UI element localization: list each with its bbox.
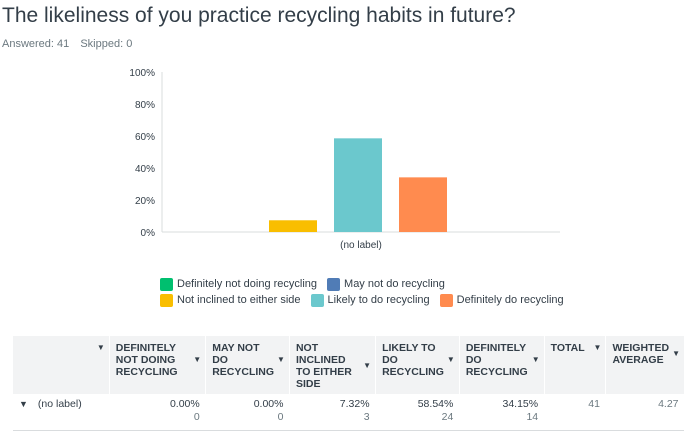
bar-4 (399, 177, 447, 232)
caret-down-icon: ▼ (96, 343, 105, 352)
bar-2 (269, 220, 317, 232)
cell-not-inclined: 7.32% 3 (289, 394, 376, 431)
y-tick-label: 0% (141, 228, 156, 239)
response-summary: Answered: 41 Skipped: 0 (2, 38, 132, 50)
legend-label: May not do recycling (344, 278, 445, 290)
skipped-count: Skipped: 0 (80, 38, 133, 50)
legend-row: Not inclined to either side Likely to do… (160, 292, 574, 308)
cell-definitely-not: 0.00% 0 (109, 394, 206, 431)
cell-total: 41 (544, 394, 606, 431)
y-tick-label: 100% (129, 68, 155, 79)
legend-swatch (327, 277, 341, 291)
answered-count: Answered: 41 (2, 38, 70, 50)
legend-row: Definitely not doing recycling May not d… (160, 276, 574, 292)
bar-chart: 100% 80% 60% 40% 20% 0% (no label) (129, 68, 560, 251)
legend-swatch (160, 293, 173, 307)
y-tick-label: 80% (135, 100, 155, 111)
y-tick-label: 60% (135, 132, 155, 143)
header-total[interactable]: TOTAL ▼ (544, 336, 607, 394)
cell-may-not: 0.00% 0 (205, 394, 290, 431)
header-may-not[interactable]: MAY NOT DO RECYCLING ▼ (205, 336, 290, 394)
row-label-cell[interactable]: ▼ (no label) (13, 394, 110, 431)
legend-label: Likely to do recycling (327, 294, 430, 306)
caret-down-icon: ▼ (446, 355, 455, 364)
row-label: (no label) (37, 398, 82, 410)
header-not-inclined[interactable]: NOT INCLINED TO EITHER SIDE ▼ (289, 336, 377, 394)
caret-down-icon: ▼ (531, 355, 540, 364)
legend-item-not-inclined: Not inclined to either side (160, 293, 301, 307)
caret-down-icon: ▼ (277, 355, 285, 364)
header-definitely-do[interactable]: DEFINITELY DO RECYCLING ▼ (459, 336, 545, 394)
legend-item-likely: Likely to do recycling (310, 293, 430, 307)
cell-likely: 58.54% 24 (375, 394, 460, 431)
legend-swatch (160, 277, 173, 291)
y-tick-label: 20% (135, 196, 155, 207)
legend-label: Not inclined to either side (177, 294, 301, 306)
y-tick-label: 40% (135, 164, 155, 175)
legend-item-may-not: May not do recycling (327, 277, 445, 291)
legend-item-definitely-do: Definitely do recycling (439, 293, 564, 307)
legend-label: Definitely not doing recycling (177, 278, 318, 290)
caret-down-icon: ▼ (672, 349, 680, 358)
table-row: ▼ (no label) 0.00% 0 0.00% 0 7.32% 3 58.54% 2… (13, 394, 684, 431)
chart-legend: Definitely not doing recycling May not d… (160, 276, 574, 308)
x-category-label: (no label) (340, 240, 382, 251)
legend-swatch (310, 293, 324, 307)
caret-down-icon: ▼ (193, 355, 202, 364)
header-definitely-not[interactable]: DEFINITELY NOT DOING RECYCLING ▼ (109, 336, 207, 394)
page-title: The likeliness of you practice recycling… (2, 4, 516, 27)
legend-swatch (439, 293, 453, 307)
bar-3 (334, 138, 382, 232)
caret-down-icon: ▼ (593, 343, 602, 352)
results-table: ▼ DEFINITELY NOT DOING RECYCLING ▼ MAY NO… (13, 336, 684, 431)
caret-down-icon[interactable]: ▼ (19, 399, 28, 409)
header-weighted-average[interactable]: WEIGHTED AVERAGE ▼ (605, 336, 684, 394)
legend-item-definitely-not: Definitely not doing recycling (160, 277, 318, 291)
cell-weighted-average: 4.27 (605, 394, 684, 431)
table-header-row: ▼ DEFINITELY NOT DOING RECYCLING ▼ MAY NO… (13, 336, 684, 394)
caret-down-icon: ▼ (363, 361, 372, 370)
header-row-label[interactable]: ▼ (13, 336, 110, 394)
legend-label: Definitely do recycling (456, 294, 564, 306)
cell-definitely-do: 34.15% 14 (459, 394, 545, 431)
header-likely[interactable]: LIKELY TO DO RECYCLING ▼ (375, 336, 460, 394)
